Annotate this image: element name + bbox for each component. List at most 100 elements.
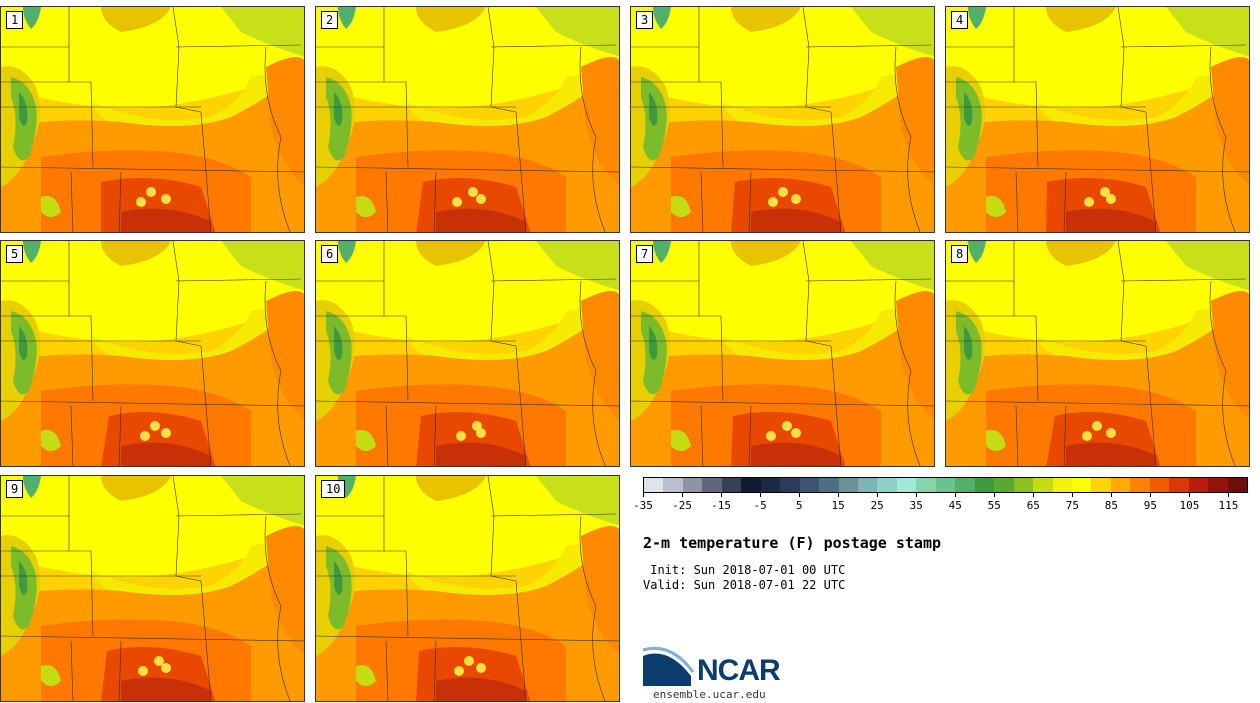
tick-mark — [994, 493, 996, 497]
tick-mark — [916, 493, 918, 497]
tick-mark — [1033, 493, 1035, 497]
tick-mark — [1111, 493, 1113, 497]
color-swatch — [760, 478, 781, 492]
tick-label: 45 — [948, 499, 962, 512]
tick-mark — [955, 493, 957, 497]
plot-title: 2-m temperature (F) postage stamp — [643, 534, 942, 552]
valid-time: Valid: Sun 2018-07-01 22 UTC — [643, 578, 846, 592]
color-swatch — [1013, 478, 1034, 492]
tick-mark — [643, 493, 644, 497]
color-swatch — [702, 478, 722, 492]
tick-label: 55 — [987, 499, 1001, 512]
color-swatch — [916, 478, 936, 492]
color-scale-ticks: -35 -25 -15 -5 5 15 25 35 45 55 65 75 85 95 105 115 — [633, 493, 1248, 513]
temperature-map — [946, 241, 1249, 466]
color-swatch — [1110, 478, 1131, 492]
member-number: 6 — [321, 245, 339, 263]
member-number: 8 — [951, 245, 969, 263]
tick-mark — [760, 493, 762, 497]
tick-label: 65 — [1026, 499, 1040, 512]
color-swatch — [1208, 478, 1228, 492]
color-swatch — [741, 478, 761, 492]
color-swatch — [1071, 478, 1092, 492]
color-swatch — [877, 478, 897, 492]
site-url: ensemble.ucar.edu — [653, 688, 766, 701]
member-number: 9 — [6, 480, 24, 498]
color-scale-bar — [643, 477, 1248, 493]
color-swatch — [896, 478, 917, 492]
member-panel-4: 4 — [945, 6, 1250, 233]
tick-label: 105 — [1179, 499, 1200, 512]
color-swatch — [1169, 478, 1189, 492]
color-swatch — [644, 478, 664, 492]
tick-label: -5 — [753, 499, 767, 512]
member-panel-6: 6 — [315, 240, 620, 467]
color-swatch — [1227, 478, 1248, 492]
tick-label: 25 — [870, 499, 884, 512]
color-swatch — [1091, 478, 1111, 492]
temperature-map — [316, 7, 619, 232]
color-swatch — [838, 478, 858, 492]
tick-mark — [838, 493, 840, 497]
member-number: 4 — [951, 11, 969, 29]
tick-label: 115 — [1218, 499, 1239, 512]
tick-label: -25 — [672, 499, 692, 512]
color-swatch — [857, 478, 878, 492]
color-swatch — [780, 478, 800, 492]
tick-label: 85 — [1104, 499, 1118, 512]
tick-label: 15 — [831, 499, 845, 512]
temperature-map — [1, 7, 304, 232]
member-panel-8: 8 — [945, 240, 1250, 467]
color-swatch — [994, 478, 1014, 492]
member-panel-3: 3 — [630, 6, 935, 233]
color-swatch — [1130, 478, 1150, 492]
color-swatch — [974, 478, 995, 492]
init-time: Init: Sun 2018-07-01 00 UTC — [643, 563, 846, 577]
temperature-map — [316, 476, 619, 701]
tick-label: -35 — [633, 499, 653, 512]
color-swatch — [799, 478, 820, 492]
color-swatch — [721, 478, 742, 492]
member-panel-10: 10 — [315, 475, 620, 702]
tick-mark — [721, 493, 723, 497]
temperature-map — [1, 476, 304, 701]
tick-mark — [1228, 493, 1230, 497]
member-panel-9: 9 — [0, 475, 305, 702]
tick-label: 5 — [795, 499, 803, 512]
member-panel-1: 1 — [0, 6, 305, 233]
logo-text: NCAR — [697, 654, 781, 687]
tick-mark — [1150, 493, 1152, 497]
color-swatch — [935, 478, 956, 492]
temperature-map — [631, 7, 934, 232]
temperature-map — [316, 241, 619, 466]
tick-mark — [1072, 493, 1074, 497]
ncar-logo-icon — [643, 646, 695, 686]
tick-label: 35 — [909, 499, 923, 512]
member-panel-5: 5 — [0, 240, 305, 467]
member-number: 2 — [321, 11, 339, 29]
member-number: 5 — [6, 245, 24, 263]
color-swatch — [955, 478, 975, 492]
member-number: 7 — [636, 245, 654, 263]
member-panel-2: 2 — [315, 6, 620, 233]
member-number: 3 — [636, 11, 654, 29]
color-swatch — [1188, 478, 1209, 492]
color-swatch — [682, 478, 703, 492]
tick-label: -15 — [711, 499, 731, 512]
color-swatch — [819, 478, 839, 492]
color-swatch — [1033, 478, 1053, 492]
tick-mark — [1189, 493, 1191, 497]
tick-label: 75 — [1065, 499, 1079, 512]
tick-mark — [877, 493, 879, 497]
tick-mark — [682, 493, 684, 497]
color-swatch — [663, 478, 683, 492]
temperature-map — [631, 241, 934, 466]
member-number: 10 — [321, 480, 346, 498]
member-panel-7: 7 — [630, 240, 935, 467]
color-swatch — [1052, 478, 1072, 492]
color-swatch — [1149, 478, 1170, 492]
tick-mark — [799, 493, 801, 497]
member-number: 1 — [6, 11, 24, 29]
temperature-map — [1, 241, 304, 466]
tick-label: 95 — [1143, 499, 1158, 512]
